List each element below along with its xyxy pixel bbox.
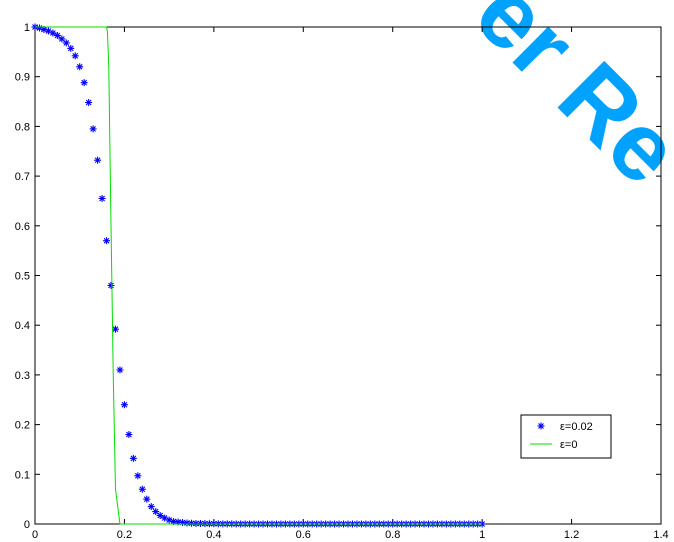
y-tick-label: 1	[24, 22, 30, 34]
y-tick-label: 0.5	[15, 271, 30, 283]
x-tick-label: 0.8	[385, 529, 400, 541]
legend-swatch-marker	[537, 422, 545, 430]
data-point	[58, 35, 66, 43]
legend-box	[520, 414, 612, 459]
data-point	[152, 508, 160, 516]
y-tick-label: 0.7	[15, 171, 30, 183]
data-point	[134, 472, 142, 480]
x-tick-label: 0.6	[296, 529, 311, 541]
x-tick-label: 0.2	[117, 529, 132, 541]
series-line	[35, 26, 483, 525]
x-tick-label: 0	[32, 529, 38, 541]
y-tick-label: 0.1	[15, 469, 30, 481]
data-point	[94, 156, 102, 164]
data-point	[71, 52, 79, 60]
data-point	[120, 401, 128, 409]
x-tick-label: 1.2	[564, 529, 579, 541]
data-point	[85, 99, 93, 107]
data-point	[98, 194, 106, 202]
y-tick-label: 0.2	[15, 420, 30, 432]
data-point	[53, 31, 61, 39]
data-point	[143, 495, 151, 503]
data-point	[116, 366, 124, 374]
y-tick-label: 0.8	[15, 121, 30, 133]
series-layer	[31, 23, 486, 528]
y-tick-label: 0.6	[15, 221, 30, 233]
legend-label: ε=0	[560, 439, 577, 451]
data-point	[156, 512, 164, 520]
data-point	[89, 125, 97, 133]
watermark: er Re	[455, 0, 674, 205]
y-tick-label: 0	[24, 519, 30, 531]
x-axis: 0 0.2 0.4 0.6 0.8 1 1.2 1.4	[32, 27, 669, 541]
y-tick-label: 0.3	[15, 370, 30, 382]
x-tick-label: 1	[479, 529, 485, 541]
y-tick-label: 0.4	[15, 320, 30, 332]
legend-label: ε=0.02	[560, 421, 593, 433]
data-point	[80, 79, 88, 87]
data-point	[129, 454, 137, 462]
data-point	[62, 39, 70, 47]
data-point	[67, 44, 75, 52]
y-tick-label: 0.9	[15, 72, 30, 84]
data-point	[125, 431, 133, 439]
data-point	[147, 503, 155, 511]
plot-area: 0 0.2 0.4 0.6 0.8 1 1.2 1.4 0 0.1 0.2 0.3 0.4 0.5 0.6…	[15, 22, 669, 541]
legend: ε=0.02 ε=0	[520, 414, 612, 459]
data-point	[76, 63, 84, 71]
data-point	[138, 485, 146, 493]
data-point	[107, 281, 115, 289]
y-axis: 0 0.1 0.2 0.3 0.4 0.5 0.6 0.7 0.8 0.9 1	[15, 22, 661, 531]
data-point	[103, 237, 111, 245]
x-tick-label: 1.4	[653, 529, 668, 541]
x-tick-label: 0.4	[206, 529, 221, 541]
data-point	[111, 325, 119, 333]
